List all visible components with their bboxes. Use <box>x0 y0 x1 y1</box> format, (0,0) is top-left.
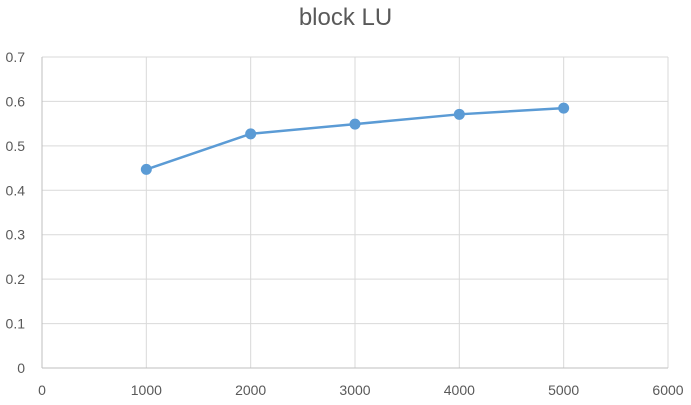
x-tick-label: 4000 <box>444 382 475 398</box>
data-point <box>140 163 152 175</box>
y-tick-label: 0.2 <box>6 271 26 287</box>
x-tick-label: 2000 <box>235 382 266 398</box>
x-tick-label: 0 <box>38 382 46 398</box>
x-tick-label: 3000 <box>339 382 370 398</box>
data-point <box>349 118 361 130</box>
x-tick-label: 1000 <box>131 382 162 398</box>
x-tick-label: 5000 <box>548 382 579 398</box>
x-tick-label: 6000 <box>652 382 683 398</box>
y-tick-label: 0.3 <box>6 227 26 243</box>
chart-title: block LU <box>298 4 393 31</box>
y-tick-label: 0.6 <box>6 93 26 109</box>
data-point <box>245 128 257 140</box>
data-point <box>558 102 570 114</box>
y-tick-label: 0.1 <box>6 316 26 332</box>
y-tick-label: 0 <box>17 360 25 376</box>
y-tick-label: 0.4 <box>6 182 26 198</box>
y-tick-label: 0.7 <box>6 49 26 65</box>
y-tick-label: 0.5 <box>6 138 26 154</box>
data-point <box>453 108 465 120</box>
